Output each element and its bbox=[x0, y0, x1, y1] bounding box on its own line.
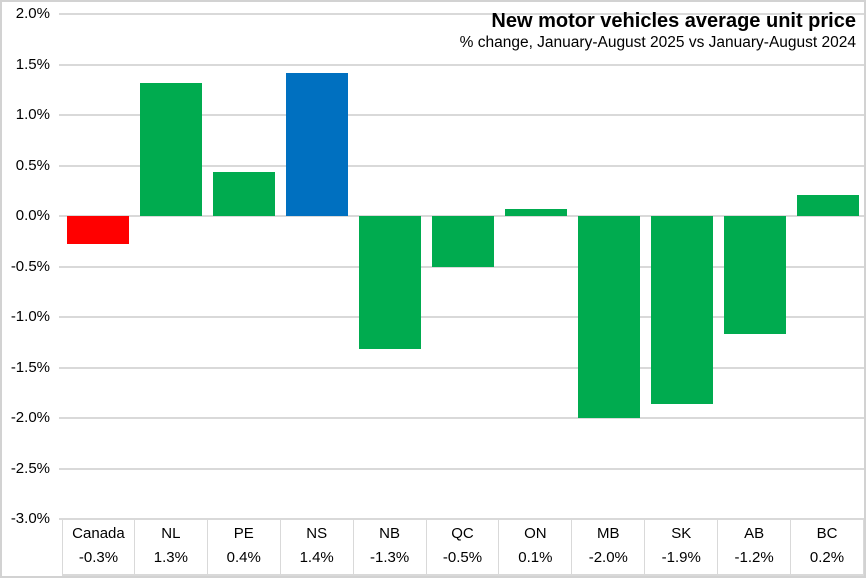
y-tick-label: 1.0% bbox=[15, 106, 50, 123]
bar-qc bbox=[432, 216, 494, 267]
table-cell-pe: PE 0.4% bbox=[208, 520, 281, 574]
y-tick-label: 2.0% bbox=[15, 5, 50, 22]
table-value-label: -0.3% bbox=[78, 549, 119, 567]
y-gridline bbox=[59, 518, 864, 520]
bar-bc bbox=[796, 194, 859, 216]
bar-pe bbox=[213, 171, 276, 216]
y-tick-label: 0.0% bbox=[15, 207, 50, 224]
table-cell-canada: Canada -0.3% bbox=[62, 520, 135, 574]
table-category-label: NB bbox=[379, 525, 400, 543]
table-category-label: QC bbox=[451, 525, 474, 543]
y-tick-label: -0.5% bbox=[10, 257, 50, 275]
y-gridline bbox=[59, 366, 864, 369]
chart-title-block: New motor vehicles average unit price % … bbox=[460, 10, 856, 52]
table-category-label: BC bbox=[816, 525, 838, 543]
y-tick-label: 0.5% bbox=[15, 156, 50, 174]
table-value-label: 0.4% bbox=[226, 549, 261, 567]
y-tick-label: -3.0% bbox=[10, 510, 50, 527]
chart-subtitle: % change, January-August 2025 vs January… bbox=[459, 34, 856, 51]
table-value-label: -0.5% bbox=[442, 549, 483, 567]
table-value-label: -1.9% bbox=[661, 549, 701, 567]
y-tick-label: -1.0% bbox=[10, 308, 50, 325]
y-gridline bbox=[59, 417, 864, 419]
table-value-label: -2.0% bbox=[588, 549, 628, 567]
y-gridline bbox=[59, 114, 864, 116]
y-gridline bbox=[59, 164, 864, 167]
table-value-label: 1.4% bbox=[299, 549, 334, 567]
bar-sk bbox=[650, 216, 713, 404]
table-cell-sk: SK -1.9% bbox=[645, 520, 719, 574]
table-category-label: AB bbox=[744, 525, 765, 543]
table-category-label: NL bbox=[161, 525, 181, 543]
y-tick-label: -2.0% bbox=[10, 409, 50, 426]
table-value-label: -1.3% bbox=[369, 549, 410, 567]
data-table: Canada -0.3% NL 1.3% PE 0.4% NS 1.4% NB -1.3% QC -0… bbox=[62, 520, 864, 576]
table-cell-nl: NL 1.3% bbox=[135, 520, 208, 574]
y-gridline bbox=[59, 13, 864, 15]
y-gridline bbox=[59, 63, 864, 66]
y-gridline bbox=[59, 265, 864, 268]
table-category-label: NS bbox=[306, 525, 328, 543]
table-value-label: -1.2% bbox=[734, 549, 774, 567]
table-cell-nb: NB -1.3% bbox=[354, 520, 427, 574]
table-category-label: PE bbox=[233, 525, 254, 543]
table-cell-on: ON 0.1% bbox=[499, 520, 573, 574]
y-tick-label: -2.5% bbox=[10, 459, 50, 477]
y-gridline bbox=[59, 316, 864, 318]
bar-canada bbox=[67, 216, 130, 245]
bar-ns bbox=[286, 72, 349, 216]
bar-ab bbox=[723, 216, 786, 335]
table-cell-ns: NS 1.4% bbox=[281, 520, 354, 574]
bar-nb bbox=[359, 216, 422, 350]
table-category-label: SK bbox=[671, 525, 692, 543]
bar-on bbox=[504, 208, 567, 216]
bar-nl bbox=[140, 82, 203, 216]
table-cell-ab: AB -1.2% bbox=[718, 520, 792, 574]
table-category-label: Canada bbox=[72, 525, 125, 543]
table-cell-mb: MB -2.0% bbox=[572, 520, 646, 574]
table-cell-qc: QC -0.5% bbox=[427, 520, 500, 574]
y-tick-label: -1.5% bbox=[10, 358, 50, 376]
table-category-label: MB bbox=[597, 525, 620, 543]
y-gridline bbox=[59, 467, 864, 470]
table-cell-bc: BC 0.2% bbox=[791, 520, 864, 574]
table-category-label: ON bbox=[524, 525, 547, 543]
bar-mb bbox=[577, 216, 640, 418]
table-value-label: 0.1% bbox=[518, 549, 553, 567]
table-value-label: 0.2% bbox=[809, 549, 845, 567]
chart-title: New motor vehicles average unit price bbox=[491, 10, 856, 32]
y-tick-label: 1.5% bbox=[15, 55, 50, 73]
table-value-label: 1.3% bbox=[153, 549, 188, 567]
